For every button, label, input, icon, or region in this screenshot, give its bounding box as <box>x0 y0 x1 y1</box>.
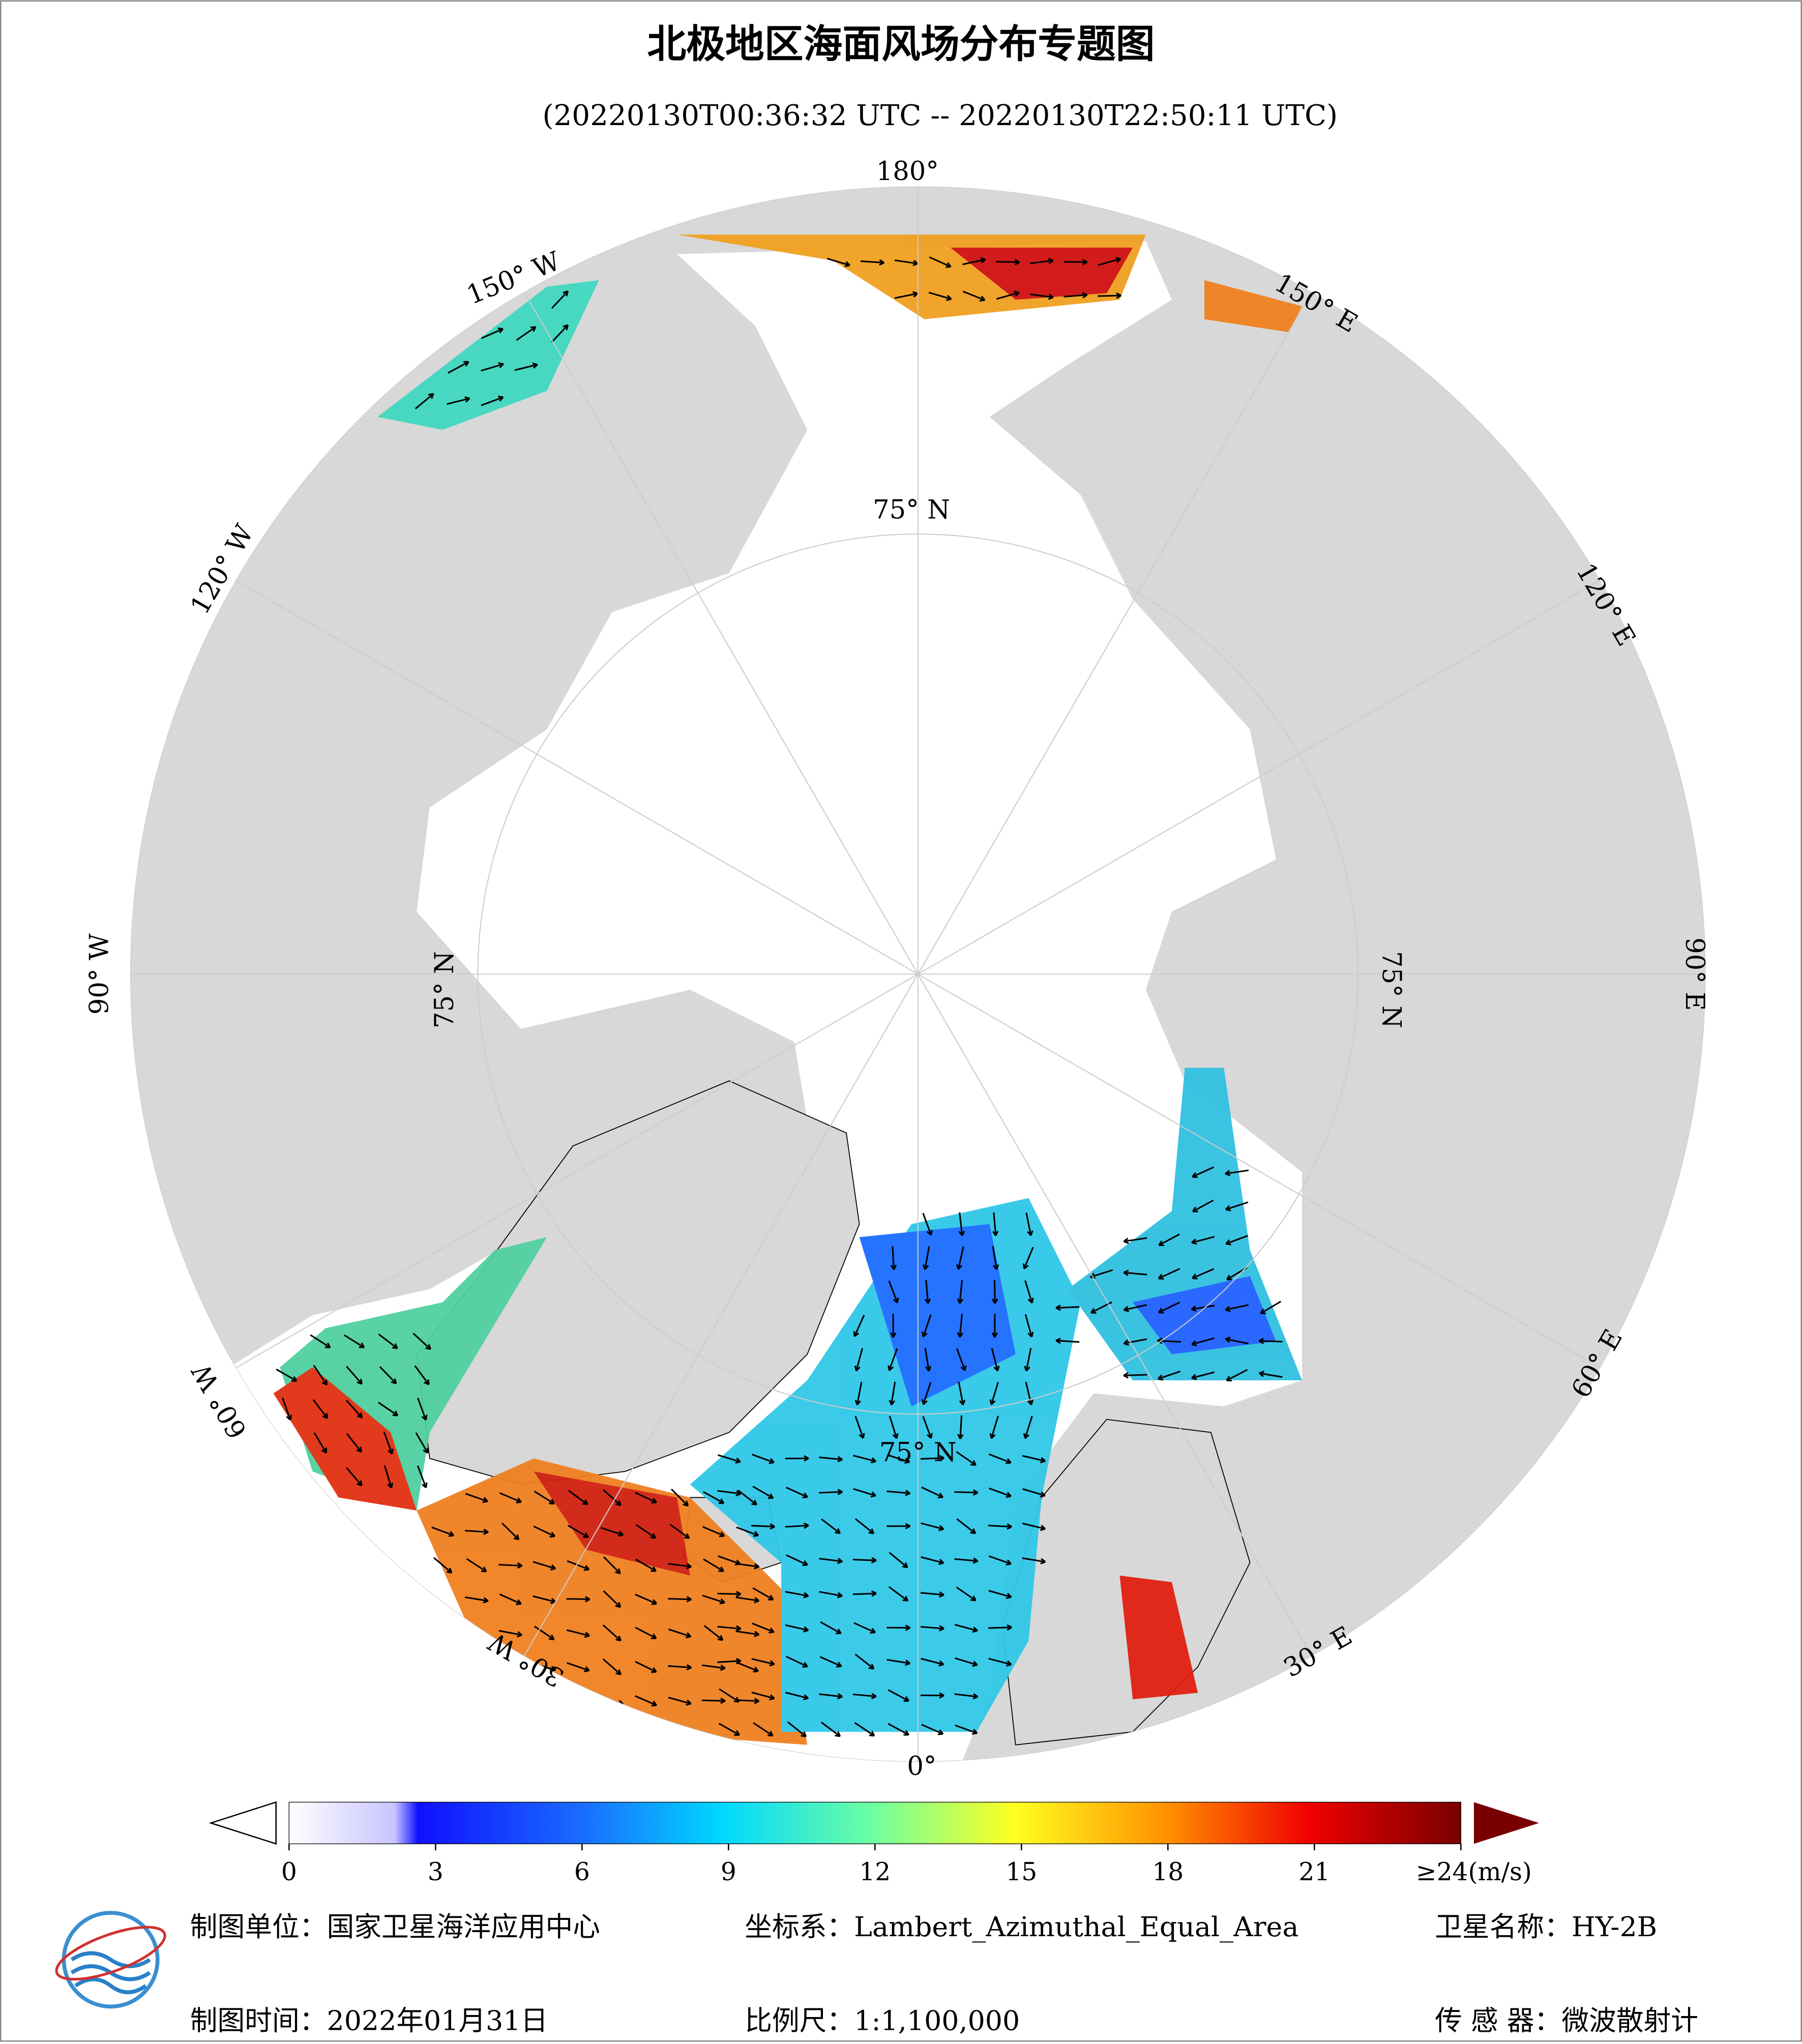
wind-arrow <box>819 1492 842 1493</box>
colorbar-tick-label: 12 <box>859 1858 891 1886</box>
footer-sensor: 传 感 器：微波散射计 <box>1435 2004 1698 2036</box>
colorbar-tick-label: 3 <box>428 1858 444 1886</box>
wind-arrow <box>996 261 1019 262</box>
wind-arrow <box>751 1526 775 1527</box>
longitude-label: 180° <box>876 156 939 187</box>
wind-arrow <box>853 1593 876 1594</box>
wind-arrow <box>954 1492 978 1493</box>
colorbar-tick-label: 9 <box>721 1858 736 1886</box>
wind-arrow <box>668 1598 691 1599</box>
wind-arrow <box>1056 1307 1079 1308</box>
footer-scale: 比例尺：1:1,100,000 <box>745 2004 1020 2036</box>
longitude-label: 90° E <box>1679 937 1710 1011</box>
wind-arrow <box>1098 295 1121 296</box>
latitude-label: 75° N <box>879 1437 957 1468</box>
colorbar-tick-label: 0 <box>281 1858 297 1886</box>
wind-arrow <box>1259 1341 1283 1342</box>
colorbar-tick-label: 6 <box>574 1858 590 1886</box>
colorbar-ramp <box>289 1802 1461 1844</box>
latitude-label: 75° N <box>1376 951 1406 1028</box>
footer-satellite: 卫星名称：HY-2B <box>1435 1911 1657 1943</box>
colorbar-tick-label: ≥24(m/s) <box>1416 1858 1532 1886</box>
wind-arrow <box>994 1280 995 1304</box>
wind-arrow <box>498 1565 522 1566</box>
latitude-label: 75° N <box>429 951 460 1028</box>
footer-unit: 制图单位：国家卫星海洋应用中心 <box>190 1911 600 1943</box>
wind-arrow <box>988 1627 1012 1628</box>
colorbar-tick-label: 18 <box>1152 1858 1184 1886</box>
title: 北极地区海面风场分布专题图 <box>647 22 1155 67</box>
colorbar-tick-label: 21 <box>1298 1858 1330 1886</box>
footer-date: 制图时间：2022年01月31日 <box>190 2004 548 2036</box>
wind-arrow <box>718 1593 741 1594</box>
longitude-label: 0° <box>907 1751 936 1782</box>
colorbar-tick-label: 15 <box>1006 1858 1037 1886</box>
longitude-label: 90° W <box>84 933 115 1015</box>
subtitle: (20220130T00:36:32 UTC -- 20220130T22:50… <box>543 99 1338 132</box>
wind-arrow <box>702 1700 725 1701</box>
latitude-label: 75° N <box>873 495 950 525</box>
wind-arrow <box>853 1559 876 1560</box>
footer-crs: 坐标系：Lambert_Azimuthal_Equal_Area <box>745 1911 1298 1943</box>
